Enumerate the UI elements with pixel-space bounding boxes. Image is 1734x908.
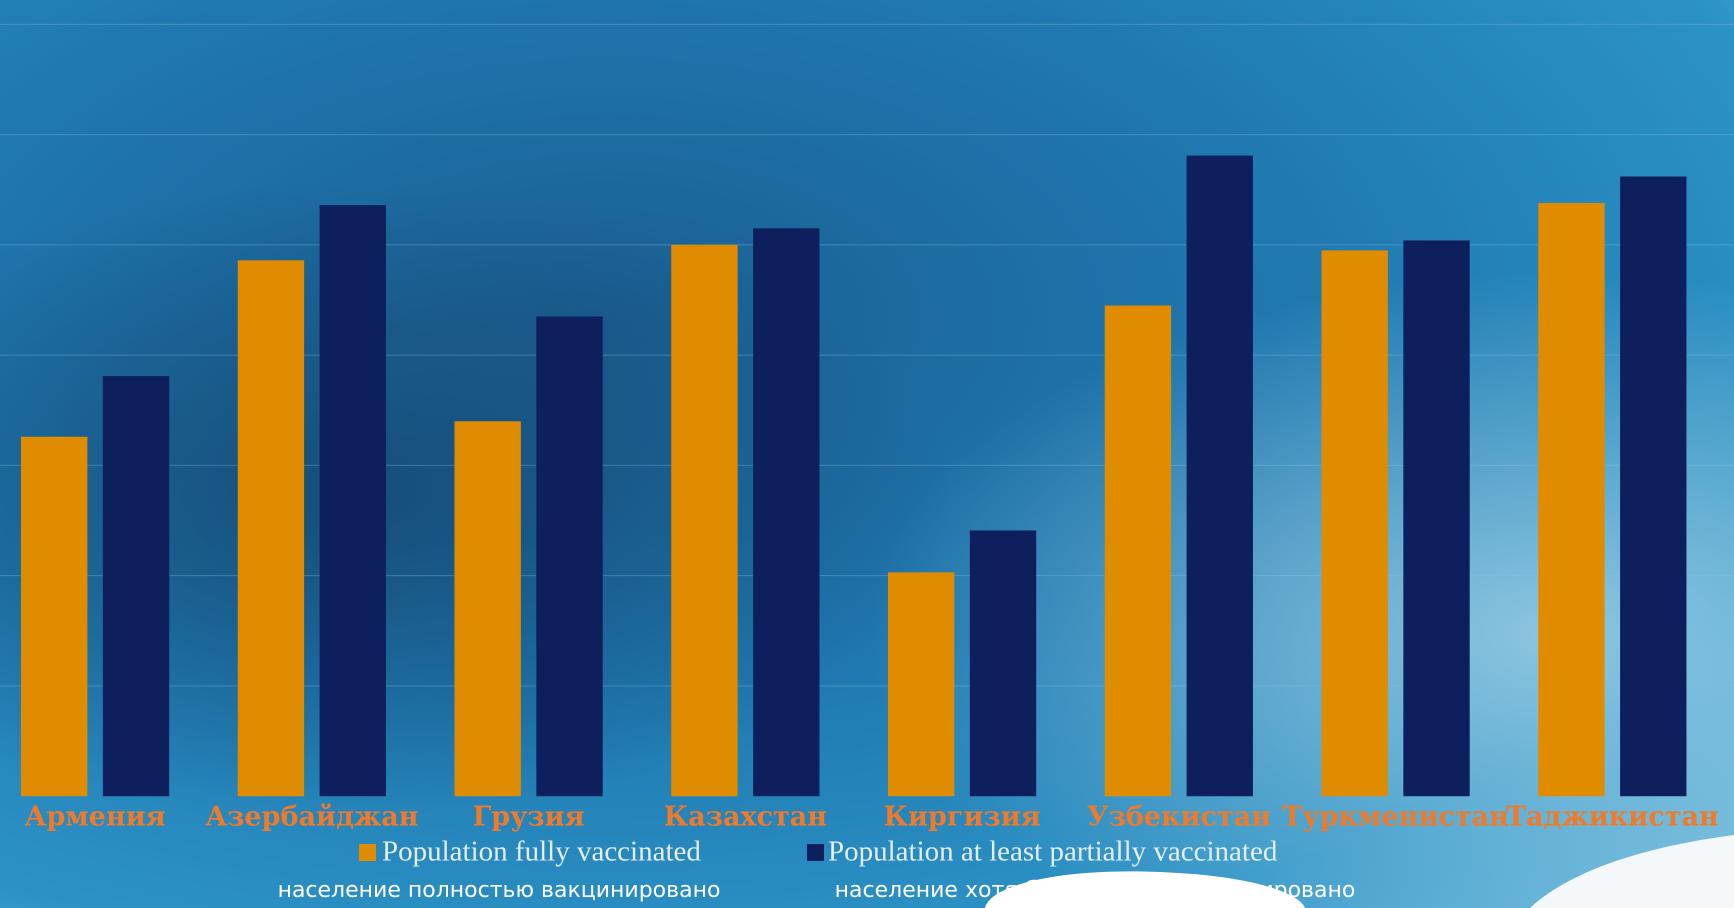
labels: Армения Азербайджан Грузия Казахстан Киргизи…: [24, 802, 1718, 833]
legend-swatch: [807, 844, 824, 861]
bar: [536, 316, 603, 797]
x-tick-label: Казахстан: [664, 802, 827, 833]
legend-label: Population fully vaccinated: [382, 836, 701, 868]
x-tick-label: Грузия: [473, 802, 585, 833]
paint-blob: [985, 871, 1305, 908]
bar: [753, 228, 820, 797]
bar: [1538, 202, 1605, 797]
bar: [1104, 305, 1172, 797]
bar: [1620, 176, 1687, 797]
x-tick-label: Таджикистан: [1506, 802, 1719, 833]
bar: [671, 244, 738, 797]
bar: [21, 436, 88, 797]
bar: [1186, 155, 1253, 797]
bar: [237, 260, 305, 797]
paint-blob: [1530, 835, 1734, 908]
bars: [21, 155, 1687, 797]
bar: [319, 205, 386, 797]
bar: [888, 572, 955, 797]
bar: [1321, 250, 1388, 797]
x-tick-label: Азербайджан: [205, 802, 418, 833]
x-tick-label: Армения: [24, 802, 165, 833]
x-tick-label: Туркменистан: [1282, 802, 1509, 833]
legend-subtitle: население полностью вакцинировано: [278, 878, 721, 903]
bar: [454, 421, 521, 797]
legend-swatch: [359, 844, 376, 861]
x-tick-label: Киргизия: [883, 802, 1040, 833]
legend-label: Population at least partially vaccinated: [828, 836, 1278, 868]
bar: [1403, 240, 1470, 797]
x-tick-label: Узбекистан: [1087, 802, 1271, 833]
bar: [102, 376, 170, 797]
bar: [969, 530, 1037, 797]
